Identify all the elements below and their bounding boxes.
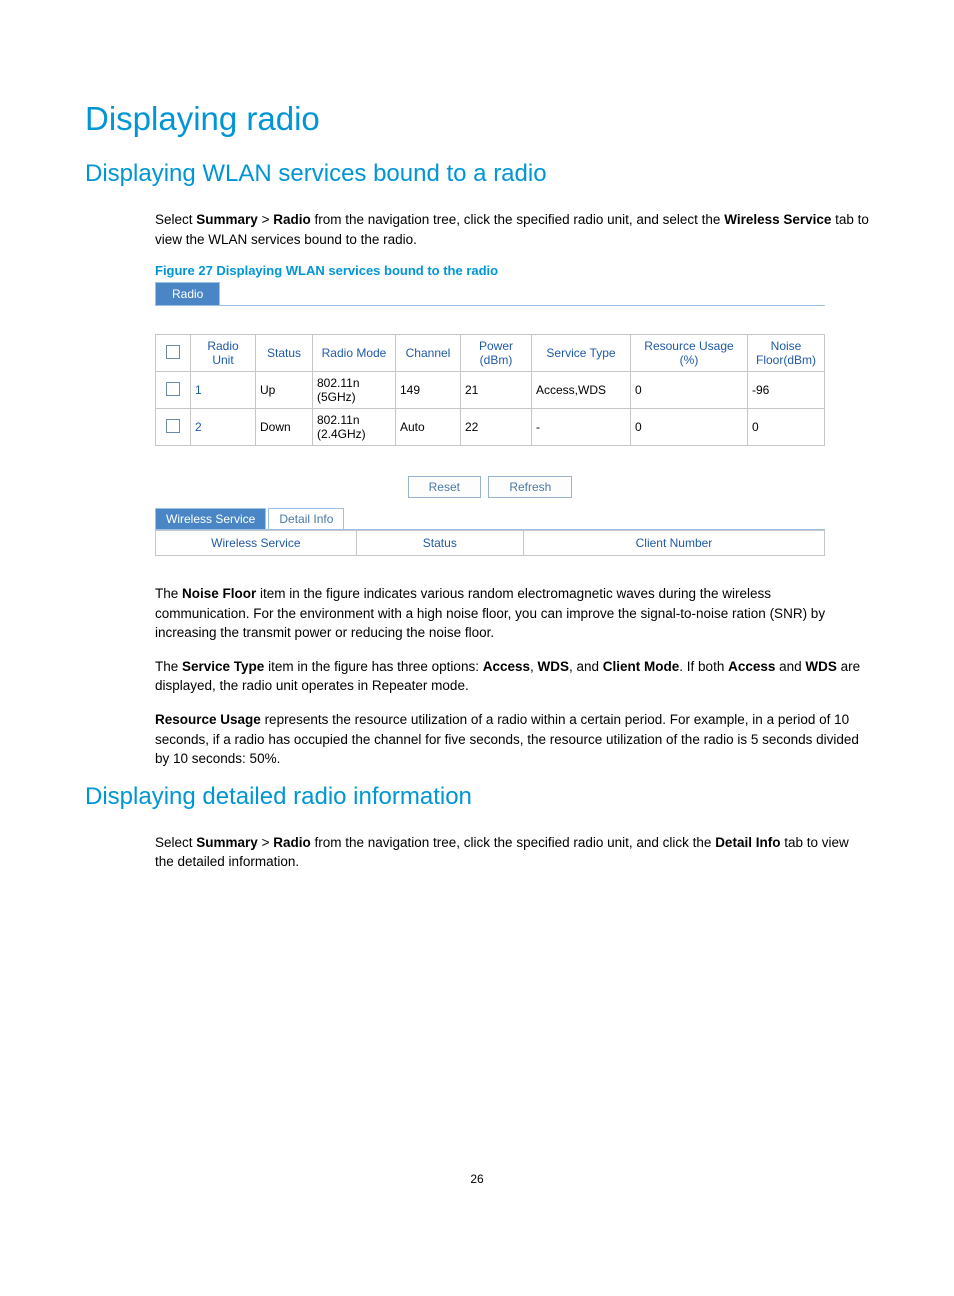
bold-client-mode: Client Mode [603,659,680,674]
paragraph-service-type: The Service Type item in the figure has … [155,657,869,696]
cell-power: 21 [461,372,532,409]
subtab-detail-info[interactable]: Detail Info [268,508,344,529]
bold-summary2: Summary [196,835,258,850]
col-power: Power (dBm) [461,335,532,372]
heading-1: Displaying radio [85,100,869,138]
subtab-wireless-service[interactable]: Wireless Service [155,508,266,529]
table-row: 2 Down 802.11n (2.4GHz) Auto 22 - 0 0 [156,409,825,446]
paragraph-resource-usage: Resource Usage represents the resource u… [155,710,869,769]
text: represents the resource utilization of a… [155,712,859,766]
bold-access2: Access [728,659,775,674]
cell-rusage: 0 [631,372,748,409]
col-checkbox [156,335,191,372]
refresh-button[interactable]: Refresh [488,476,572,498]
tab-strip: Radio [155,282,825,306]
text: > [258,835,273,850]
col-status: Status [256,335,313,372]
text: . If both [679,659,728,674]
figure-caption: Figure 27 Displaying WLAN services bound… [155,263,869,278]
cell-stype: - [532,409,631,446]
text: Select [155,212,196,227]
table-header-row: Radio Unit Status Radio Mode Channel Pow… [156,335,825,372]
table-row: 1 Up 802.11n (5GHz) 149 21 Access,WDS 0 … [156,372,825,409]
text: item in the figure indicates various ran… [155,586,825,640]
bold-wds2: WDS [805,659,837,674]
heading-2-wlan: Displaying WLAN services bound to a radi… [85,160,869,188]
cell-unit[interactable]: 1 [191,372,256,409]
ws-col-service: Wireless Service [156,531,357,556]
cell-mode: 802.11n (5GHz) [313,372,396,409]
document-page: Displaying radio Displaying WLAN service… [0,0,954,1226]
text: , [530,659,538,674]
bold-summary: Summary [196,212,258,227]
bold-radio: Radio [273,212,311,227]
col-radio-mode: Radio Mode [313,335,396,372]
text: The [155,586,182,601]
bold-resource-usage: Resource Usage [155,712,261,727]
figure-screenshot: Radio Radio Unit Status Radio Mode Chann… [155,282,825,556]
bold-radio2: Radio [273,835,311,850]
button-row: Reset Refresh [155,476,825,498]
cell-mode: 802.11n (2.4GHz) [313,409,396,446]
cell-status: Up [256,372,313,409]
bold-wds: WDS [538,659,570,674]
bold-service-type: Service Type [182,659,264,674]
ws-header-row: Wireless Service Status Client Number [156,531,825,556]
col-resource-usage: Resource Usage (%) [631,335,748,372]
ws-col-status: Status [356,531,523,556]
cell-status: Down [256,409,313,446]
cell-channel: 149 [396,372,461,409]
paragraph-intro-2: Select Summary > Radio from the navigati… [155,833,869,872]
paragraph-intro-1: Select Summary > Radio from the navigati… [155,210,869,249]
text: item in the figure has three options: [264,659,482,674]
cell-noise: 0 [748,409,825,446]
col-service-type: Service Type [532,335,631,372]
bold-noise-floor: Noise Floor [182,586,256,601]
text: and [775,659,805,674]
text: The [155,659,182,674]
cell-noise: -96 [748,372,825,409]
cell-stype: Access,WDS [532,372,631,409]
col-noise-floor: Noise Floor(dBm) [748,335,825,372]
col-radio-unit: Radio Unit [191,335,256,372]
checkbox-row[interactable] [166,419,180,433]
text: Select [155,835,196,850]
col-channel: Channel [396,335,461,372]
bold-wireless-service: Wireless Service [724,212,831,227]
checkbox-all[interactable] [166,345,180,359]
cell-unit[interactable]: 2 [191,409,256,446]
reset-button[interactable]: Reset [408,476,481,498]
checkbox-row[interactable] [166,382,180,396]
heading-2-detail: Displaying detailed radio information [85,783,869,811]
tab-radio[interactable]: Radio [155,282,220,305]
bold-detail-info: Detail Info [715,835,780,850]
radio-table: Radio Unit Status Radio Mode Channel Pow… [155,334,825,446]
bold-access: Access [483,659,530,674]
cell-channel: Auto [396,409,461,446]
text: from the navigation tree, click the spec… [311,212,724,227]
text: from the navigation tree, click the spec… [311,835,715,850]
text: > [258,212,273,227]
text: , and [569,659,603,674]
ws-col-client: Client Number [523,531,824,556]
wireless-service-table: Wireless Service Status Client Number [155,530,825,556]
page-number: 26 [85,1172,869,1186]
paragraph-noise-floor: The Noise Floor item in the figure indic… [155,584,869,643]
sub-tab-strip: Wireless Service Detail Info [155,508,825,530]
cell-rusage: 0 [631,409,748,446]
cell-power: 22 [461,409,532,446]
